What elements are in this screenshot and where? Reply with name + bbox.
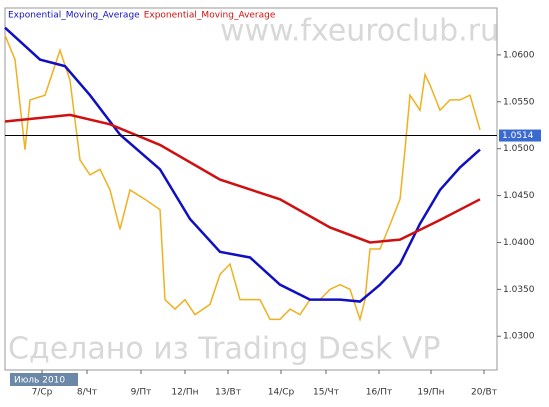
y-tick-label: 1.0450 <box>503 191 535 201</box>
x-tick-label: 16/Пт <box>366 388 393 398</box>
x-tick-label: 7/Ср <box>32 388 53 398</box>
x-tick-label: 13/Вт <box>215 388 241 398</box>
y-tick-label: 1.0550 <box>503 97 535 107</box>
series-line <box>4 34 481 323</box>
x-tick-label: 15/Чт <box>313 388 339 398</box>
series-line <box>4 26 481 303</box>
period-box <box>10 373 78 386</box>
x-tick-label: 9/Пт <box>131 388 152 398</box>
plot-frame <box>4 7 498 371</box>
legend-entry: Exponential_Moving_Average <box>8 11 140 21</box>
period-label: Июль 2010 <box>14 376 65 386</box>
current-price-label: 1.0514 <box>502 131 534 141</box>
y-tick-label: 1.0350 <box>503 285 535 295</box>
y-tick-label: 1.0500 <box>503 144 535 154</box>
y-tick-label: 1.0300 <box>503 332 535 342</box>
watermark: Сделано из Trading Desk VP <box>8 332 441 367</box>
x-tick-label: 20/Вт <box>471 388 497 398</box>
y-tick-label: 1.0600 <box>503 50 535 60</box>
x-tick-label: 12/Пн <box>171 388 198 398</box>
series-line <box>4 113 481 244</box>
legend-entry: Exponential_Moving_Average <box>144 11 276 21</box>
watermark: www.fxeuroclub.ru <box>220 14 499 49</box>
current-price-box <box>499 129 541 142</box>
x-tick-label: 14/Ср <box>268 388 295 398</box>
x-tick-label: 8/Чт <box>77 388 97 398</box>
x-tick-label: 19/Пн <box>417 388 444 398</box>
y-tick-label: 1.0400 <box>503 238 535 248</box>
